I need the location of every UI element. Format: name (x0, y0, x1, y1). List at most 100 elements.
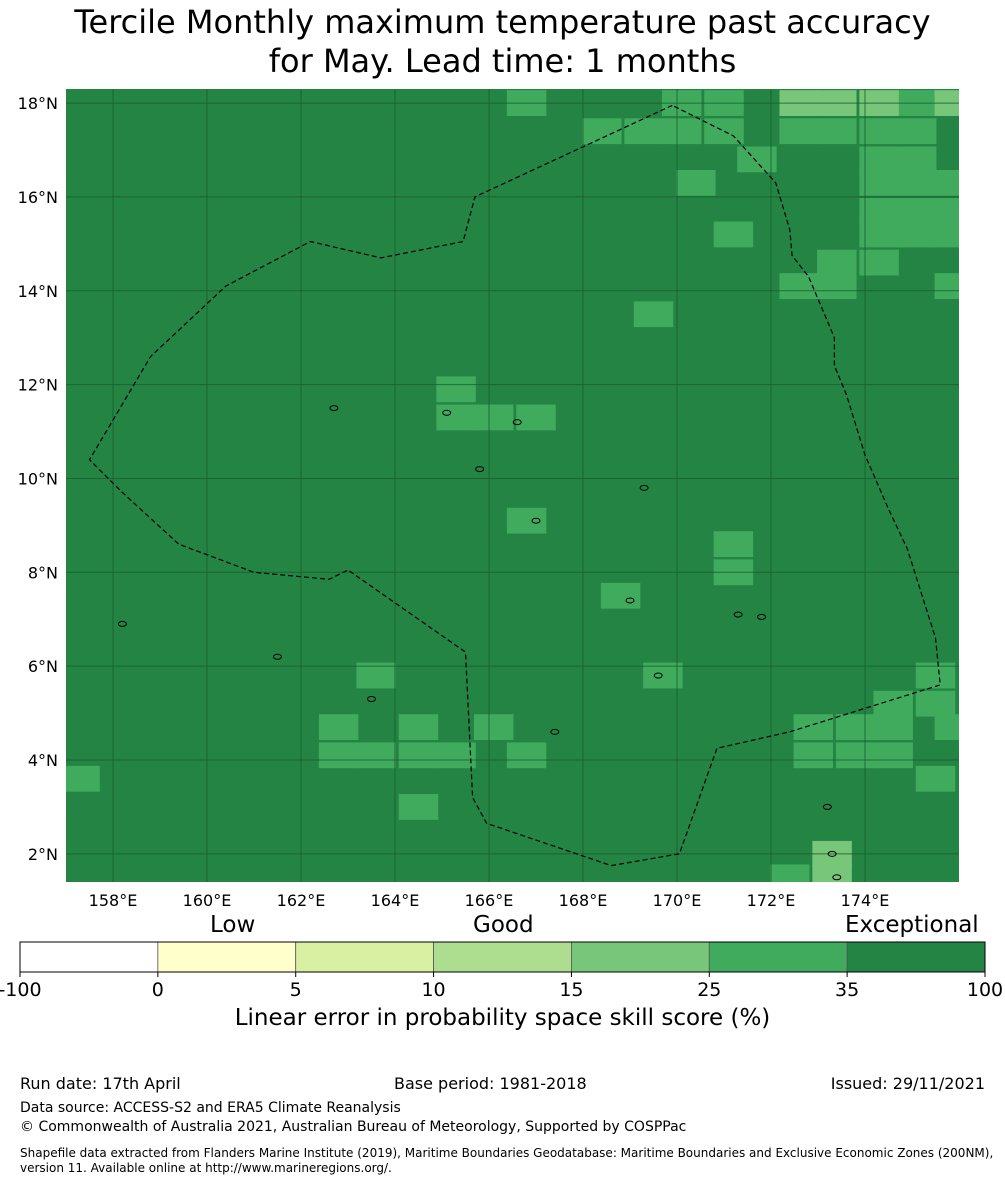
skill-cell (398, 742, 439, 769)
island-outline (329, 405, 339, 412)
island-outline (827, 850, 837, 857)
skill-cell (436, 742, 476, 769)
colorbar-segment (571, 941, 710, 973)
map-gridlines (66, 89, 959, 882)
skill-cell (318, 742, 359, 769)
skill-cell (859, 146, 899, 173)
colorbar-tick-label: 10 (421, 979, 445, 1000)
run-date: Run date: 17th April (20, 1074, 181, 1093)
colorbar-segment (708, 941, 848, 973)
skill-cell (915, 690, 956, 717)
island-outline (733, 611, 743, 618)
colorbar-category-good: Good (473, 912, 534, 938)
colorbar-segment (157, 941, 297, 973)
map-figure: 158°E 160°E 162°E 164°E 166°E 168°E 170°E 172°E… (0, 89, 1003, 1000)
data-source: Data source: ACCESS-S2 and ERA5 Climate … (20, 1100, 401, 1116)
skill-cell (600, 582, 641, 609)
colorbar-frame (19, 941, 986, 973)
longitude-tick-label: 164°E (371, 891, 420, 910)
island-outline (273, 653, 282, 660)
latitude-tick-label: 10°N (18, 469, 58, 488)
longitude-tick-label: 162°E (277, 891, 326, 910)
latitude-tick-label: 14°N (18, 282, 58, 301)
colorbar-label: Linear error in probability space skill … (234, 1005, 771, 1031)
skill-cell (873, 742, 913, 769)
island-outline (512, 419, 522, 426)
island-outline (367, 696, 376, 702)
longitude-tick-label: 170°E (653, 891, 702, 910)
island-outline (757, 613, 767, 620)
longitude-tick-label: 158°E (89, 891, 138, 910)
skill-cell (66, 765, 100, 792)
colorbar-tick-label: 5 (290, 979, 302, 1000)
colorbar-category-low: Low (210, 912, 256, 938)
skill-cell (793, 714, 834, 741)
island-outline (475, 466, 485, 473)
skill-cell (356, 742, 396, 769)
skill-cell (779, 118, 819, 145)
longitude-tick-label: 166°E (465, 891, 514, 910)
latitude-ticks: 2°N 4°N 6°N 8°N 10°N 12°N 14°N 16°N 18°N (18, 94, 58, 864)
skill-cell (793, 742, 834, 769)
skill-cell (934, 169, 959, 196)
skill-cell (915, 662, 956, 689)
colorbar: -100 0 5 10 15 25 35 100 (0, 941, 1003, 1000)
shapefile-credit: Shapefile data extracted from Flanders M… (20, 1146, 994, 1175)
longitude-tick-label: 172°E (747, 891, 796, 910)
skill-cell (436, 376, 476, 403)
skill-cell (398, 714, 439, 741)
colorbar-segment (19, 941, 159, 973)
island-outline (832, 874, 842, 881)
latitude-tick-label: 2°N (28, 845, 58, 864)
skill-cell (934, 198, 959, 224)
skill-cell (582, 118, 622, 145)
skill-cell (859, 169, 899, 196)
island-outline (639, 484, 649, 491)
skill-cell (915, 765, 956, 792)
colorbar-tick-label: -100 (0, 979, 42, 1000)
chart-title-line-1: Tercile Monthly maximum temperature past… (74, 3, 931, 41)
island-outline (531, 517, 541, 524)
skill-cell (896, 198, 937, 224)
skill-cell (633, 301, 674, 328)
chart-title-line-2: for May. Lead time: 1 months (268, 42, 737, 80)
colorbar-tick-label: 15 (559, 979, 583, 1000)
colorbar-segment (433, 941, 572, 973)
skill-cell (896, 118, 937, 145)
skill-cell (812, 864, 852, 882)
latitude-tick-label: 8°N (28, 563, 58, 582)
skill-cell (859, 221, 899, 248)
skill-cell (934, 273, 959, 299)
longitude-ticks: 158°E 160°E 162°E 164°E 166°E 168°E 170°E 172°E… (89, 891, 890, 910)
skill-cell (318, 714, 359, 741)
skill-cell (873, 714, 913, 741)
skill-cell (624, 118, 664, 145)
skill-cell (896, 221, 937, 248)
latitude-tick-label: 4°N (28, 751, 58, 770)
colorbar-tick-label: 0 (152, 979, 164, 1000)
skill-cell (398, 794, 439, 820)
skill-cell (817, 249, 857, 276)
skill-cell (676, 169, 716, 196)
skill-cell (661, 118, 702, 145)
longitude-tick-label: 168°E (559, 891, 608, 910)
latitude-tick-label: 16°N (18, 188, 58, 207)
skill-cell (506, 742, 547, 769)
skill-cell (713, 531, 754, 558)
colorbar-tick-label: 35 (835, 979, 859, 1000)
colorbar-segment (846, 941, 986, 973)
skill-cell (835, 742, 876, 769)
colorbar-category-exceptional: Exceptional (845, 912, 979, 938)
skill-cell (737, 146, 777, 173)
latitude-tick-label: 6°N (28, 657, 58, 676)
island-outline (625, 597, 635, 604)
skill-cell (896, 169, 937, 196)
colorbar-segment (295, 941, 434, 973)
skill-cell (859, 198, 899, 224)
eez-boundary (88, 104, 941, 867)
skill-cell (817, 273, 857, 299)
skill-cell (835, 714, 876, 741)
colorbar-tick-label: 100 (967, 979, 1003, 1000)
skill-cell (643, 662, 683, 689)
latitude-tick-label: 18°N (18, 94, 58, 113)
